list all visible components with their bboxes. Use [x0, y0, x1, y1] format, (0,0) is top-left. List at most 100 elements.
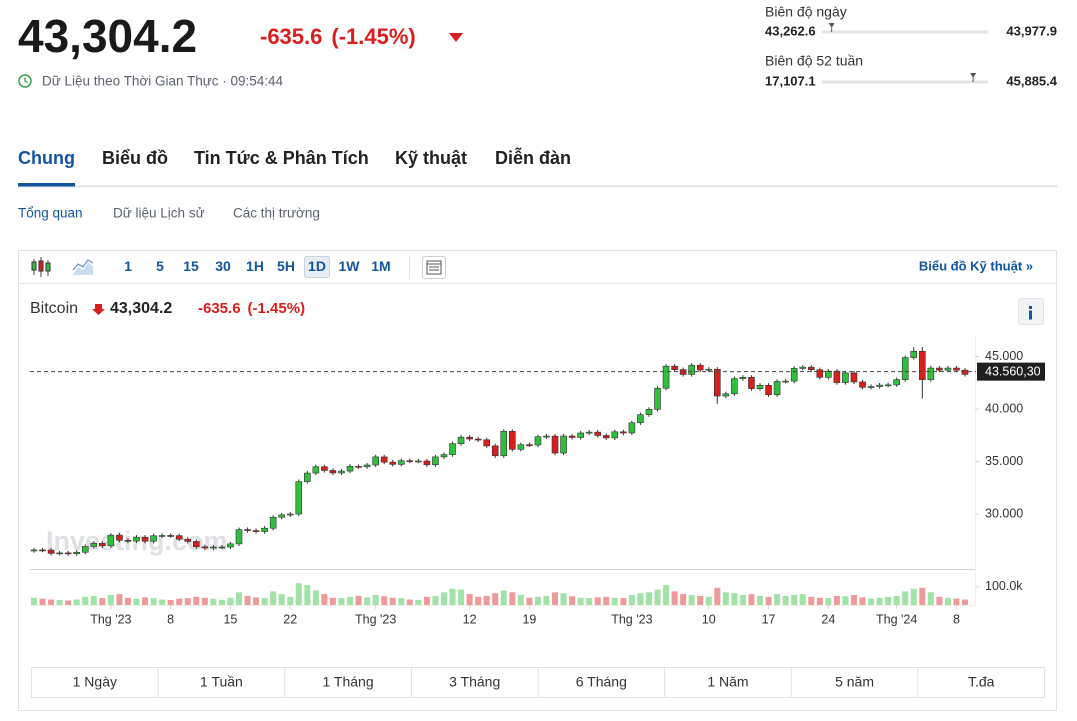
candle-body [56, 552, 63, 555]
x-tick-label: Thg '24 [876, 612, 917, 626]
volume-bar [150, 598, 157, 605]
candle-body [859, 381, 866, 388]
interval-button[interactable]: 1M [371, 258, 390, 274]
volume-bar [603, 596, 610, 605]
tab[interactable]: Kỹ thuật [395, 148, 467, 168]
candle-body [167, 535, 174, 537]
candle-body [910, 350, 918, 358]
interval-button[interactable]: 1H [246, 258, 264, 274]
volume-bar [569, 596, 576, 605]
interval-button[interactable]: 1W [339, 258, 361, 274]
period-button[interactable]: 6 Tháng [576, 674, 627, 690]
volume-bar [594, 597, 601, 605]
volume-bar [440, 592, 447, 605]
interval-button[interactable]: 15 [183, 258, 199, 274]
volume-bar [722, 592, 729, 605]
volume-bar [688, 595, 695, 605]
tab[interactable]: Biểu đồ [102, 148, 168, 168]
volume-bar [842, 596, 849, 605]
candle-body [568, 435, 576, 438]
period-button[interactable]: 1 Tuần [200, 674, 243, 690]
interval-button[interactable]: 5H [277, 258, 295, 274]
candle-body [756, 384, 764, 389]
interval-button[interactable]: 1D [308, 258, 326, 274]
volume-bar [791, 595, 798, 605]
volume-bar [893, 595, 900, 605]
volume-bar [663, 585, 670, 605]
y-tick-label: 40.000 [985, 401, 1023, 415]
period-button[interactable]: 1 Ngày [73, 674, 117, 690]
volume-bar [355, 595, 362, 605]
volume-bar [876, 597, 883, 605]
volume-bar [31, 597, 37, 605]
candle-body [927, 367, 935, 380]
candle-body [483, 439, 490, 447]
range-high: 43,977.9 [1006, 23, 1057, 38]
volume-bar [526, 597, 533, 605]
down-arrow [449, 33, 463, 42]
subtab[interactable]: Dữ liệu Lịch sử [113, 206, 205, 221]
tab[interactable]: Chung [18, 148, 75, 168]
volume-bar [739, 595, 746, 605]
chart-panel [18, 250, 1057, 711]
realtime-note: Dữ Liệu theo Thời Gian Thực · 09:54:44 [42, 74, 284, 89]
volume-bar [244, 595, 251, 605]
indicator-icon[interactable] [422, 256, 446, 279]
candle-body [782, 380, 789, 383]
candle-body [773, 381, 781, 396]
legend-change: -635.6 (-1.45%) [198, 300, 305, 317]
tab[interactable]: Tin Tức & Phân Tích [194, 148, 369, 168]
x-tick-label: Thg '23 [611, 612, 652, 626]
candle-body [714, 368, 721, 397]
clock-icon [18, 74, 32, 88]
period-button[interactable]: 3 Tháng [449, 674, 500, 690]
period-button[interactable]: 1 Tháng [323, 674, 374, 690]
candle-body [705, 368, 713, 371]
candle-body [662, 365, 670, 389]
candle-body [346, 466, 354, 472]
volume-bar [799, 594, 806, 605]
candle-body [329, 470, 337, 474]
candle-body [731, 378, 738, 395]
candle-body [64, 552, 72, 555]
candle-body [278, 514, 285, 518]
y-tick-label: 45.000 [985, 349, 1023, 363]
candle-body [73, 551, 81, 555]
candle-body [218, 546, 226, 549]
subtab[interactable]: Các thị trường [233, 206, 320, 221]
candle-body [799, 366, 807, 369]
candle-body [124, 539, 132, 542]
candle-body [739, 377, 747, 379]
interval-button[interactable]: 5 [156, 258, 164, 274]
candle-body [577, 432, 584, 438]
subtab[interactable]: Tổng quan [18, 206, 83, 221]
candle-body [440, 454, 448, 458]
candle-body [39, 549, 46, 552]
candle-body [99, 543, 106, 547]
interval-button[interactable]: 1 [124, 258, 132, 274]
technical-chart-link[interactable]: Biểu đồ Kỹ thuật » [919, 258, 1033, 273]
candle-body [611, 431, 619, 439]
price-line-tag [977, 362, 1045, 381]
candle-icon[interactable] [31, 257, 51, 277]
candle-body [748, 377, 755, 389]
candle-body [81, 546, 89, 553]
x-tick-label: 12 [463, 612, 477, 626]
tab[interactable]: Diễn đàn [495, 147, 571, 168]
period-button[interactable]: 1 Năm [707, 674, 748, 690]
volume-bar [398, 598, 405, 605]
range-low: 43,262.6 [765, 23, 816, 38]
volume-bar [39, 598, 46, 605]
volume-bar [124, 597, 131, 605]
candle-body [765, 384, 772, 396]
interval-button[interactable]: 30 [215, 258, 231, 274]
volume-bar [210, 598, 217, 605]
period-button[interactable]: T.đa [968, 674, 995, 690]
candle-body [825, 370, 832, 378]
area-icon[interactable] [72, 259, 94, 275]
volume-bar [82, 596, 89, 605]
candle-body [158, 535, 166, 537]
period-button[interactable]: 5 năm [835, 674, 874, 690]
candle-body [457, 436, 465, 444]
